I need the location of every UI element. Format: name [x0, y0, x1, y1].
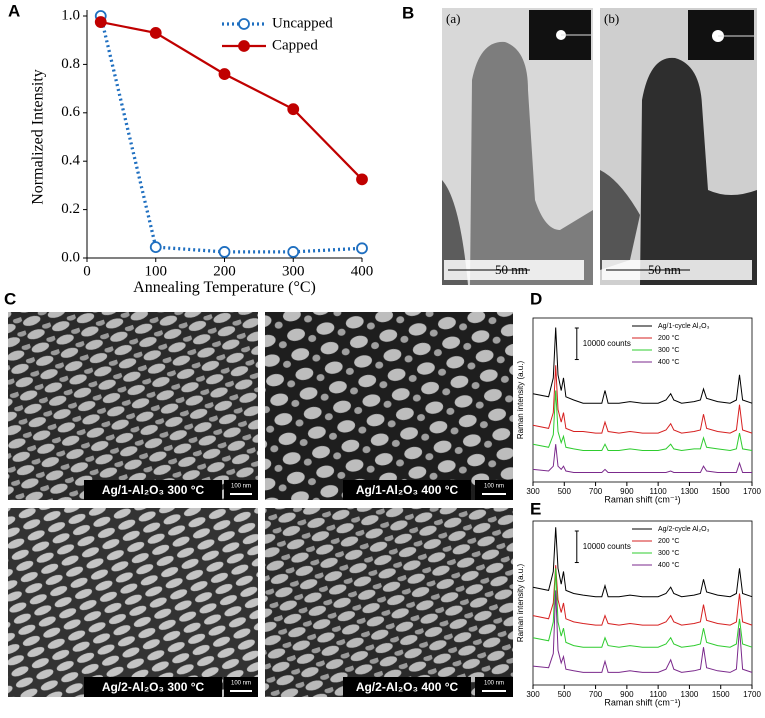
legend-marker — [238, 18, 250, 30]
scale-label: 10000 counts — [583, 339, 631, 348]
x-axis-label: Annealing Temperature (°C) — [133, 279, 316, 296]
tem-scale-text: 50 nm — [648, 262, 681, 277]
y-axis-label: Raman intensity (a.u.) — [516, 564, 525, 643]
x-tick-label: 700 — [589, 487, 603, 496]
legend-label: 200 °C — [658, 537, 679, 545]
sem-scale-text: 100 nm — [484, 484, 504, 490]
tem-shape — [640, 57, 757, 285]
sem-caption: Ag/1-Al₂O₃ 300 °C — [102, 483, 205, 497]
x-tick-label: 500 — [558, 690, 572, 699]
x-tick-label: 300 — [526, 487, 540, 496]
tem-label: (a) — [446, 11, 460, 26]
series-line — [532, 527, 753, 598]
data-point — [356, 173, 368, 186]
legend-label: Uncapped — [272, 15, 333, 31]
series-line — [99, 15, 363, 254]
sem-scale-text: 100 nm — [231, 681, 251, 687]
y-tick-label: 0.4 — [61, 153, 80, 169]
panel-label: D — [530, 289, 542, 308]
sem-image — [8, 508, 258, 697]
panel-label: A — [8, 1, 20, 20]
x-tick-label: 200 — [213, 263, 236, 279]
x-tick-label: 300 — [282, 263, 305, 279]
legend-label: Ag/1-cycle Al₂O₃ — [658, 323, 710, 330]
tem-label: (b) — [604, 11, 619, 26]
x-tick-label: 100 — [145, 263, 168, 279]
sem-scale-text: 100 nm — [484, 681, 504, 687]
x-tick-label: 1100 — [650, 487, 668, 496]
x-axis-label: Raman shift (cm⁻¹) — [604, 494, 680, 504]
tem-shape — [442, 180, 468, 285]
plot-frame — [532, 317, 753, 483]
series-line — [532, 590, 753, 673]
x-tick-label: 1700 — [743, 487, 761, 496]
sem-image — [8, 312, 258, 500]
data-point — [218, 68, 231, 80]
y-tick-label: 0.6 — [61, 104, 80, 120]
x-tick-label: 900 — [620, 487, 634, 496]
legend-label: 300 °C — [658, 549, 679, 557]
data-point — [218, 246, 231, 258]
x-tick-label: 1300 — [681, 487, 699, 496]
data-point — [149, 27, 162, 39]
tem-panel: (a) (b) 50 nm 50 nm — [442, 8, 757, 286]
x-tick-label: 1700 — [743, 690, 761, 699]
y-tick-label: 0.8 — [61, 56, 80, 72]
x-tick-label: 900 — [620, 690, 634, 699]
x-tick-label: 1300 — [681, 690, 699, 699]
panel-label: E — [530, 499, 541, 518]
x-tick-label: 700 — [589, 690, 603, 699]
legend-label: 200 °C — [658, 334, 679, 342]
sem-caption: Ag/2-Al₂O₃ 400 °C — [356, 680, 459, 694]
x-tick-label: 1500 — [712, 487, 730, 496]
panel-label: B — [402, 3, 414, 22]
data-point — [287, 103, 300, 116]
x-tick-label: 0 — [83, 263, 91, 279]
y-tick-label: 1.0 — [61, 7, 80, 23]
legend-label: 400 °C — [658, 358, 679, 366]
y-tick-label: 0.2 — [61, 201, 80, 217]
data-point — [287, 246, 300, 258]
series-line — [532, 327, 753, 404]
tem-scale-text: 50 nm — [495, 262, 528, 277]
tem-shape — [470, 41, 593, 286]
sem-panel: Ag/1-Al₂O₃ 300 °C Ag/1-Al₂O₃ 400 °C Ag/2… — [8, 312, 513, 697]
caption-box — [343, 677, 471, 697]
series-line — [532, 565, 753, 626]
legend-label: Capped — [272, 37, 318, 53]
data-point — [149, 241, 162, 254]
x-tick-label: 500 — [558, 487, 572, 496]
sem-scale-text: 100 nm — [231, 484, 251, 490]
x-tick-label: 1100 — [650, 690, 668, 699]
legend-label: 300 °C — [658, 346, 679, 354]
sem-caption: Ag/2-Al₂O₃ 300 °C — [102, 680, 205, 694]
legend-marker — [238, 40, 250, 52]
legend-label: Ag/2-cycle Al₂O₃ — [658, 526, 710, 533]
caption-box — [84, 480, 222, 500]
caption-box — [343, 480, 471, 500]
scale-label: 10000 counts — [583, 542, 631, 551]
x-tick-label: 400 — [351, 263, 374, 279]
data-point — [94, 16, 107, 28]
panel-label: C — [4, 289, 16, 308]
series-line — [532, 390, 753, 452]
series-line — [532, 568, 753, 648]
x-tick-label: 300 — [526, 690, 540, 699]
legend-label: 400 °C — [658, 561, 679, 569]
plot-frame — [532, 520, 753, 686]
sem-image — [265, 508, 513, 697]
y-tick-label: 0.0 — [61, 249, 80, 265]
series-line — [532, 444, 752, 473]
tem-shape — [600, 170, 640, 270]
x-axis-label: Raman shift (cm⁻¹) — [604, 697, 680, 707]
x-tick-label: 1500 — [712, 690, 730, 699]
y-axis-label: Normalized Intensity — [30, 69, 47, 205]
y-axis-label: Raman intensity (a.u.) — [516, 361, 525, 440]
caption-box — [84, 677, 222, 697]
sem-image — [265, 312, 513, 500]
data-point — [356, 242, 368, 255]
series-line — [532, 365, 753, 434]
sem-caption: Ag/1-Al₂O₃ 400 °C — [356, 483, 459, 497]
